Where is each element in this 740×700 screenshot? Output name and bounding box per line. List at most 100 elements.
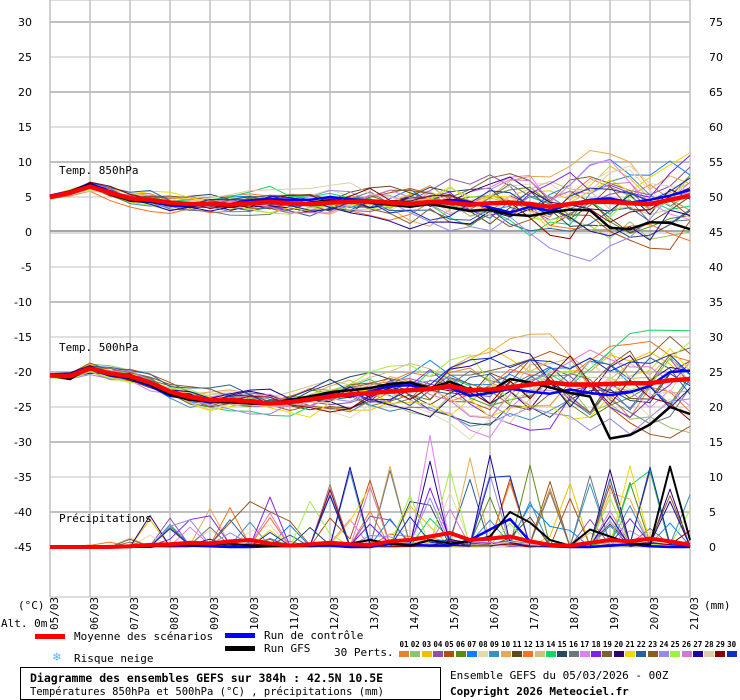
left-unit-label: (°C): [18, 599, 45, 612]
left-tick-label: -35: [14, 471, 32, 484]
pert-legend-swatch: [557, 651, 568, 657]
pert-legend-swatch: [568, 651, 579, 657]
pert-legend-number: 17: [580, 640, 590, 649]
t850-annotation: Temp. 850hPa: [59, 164, 139, 177]
pert-legend-swatch: [726, 651, 737, 657]
x-tick-label: 06/03: [88, 597, 101, 630]
pert-19-t850-line: [49, 173, 691, 211]
x-tick-label: 11/03: [288, 597, 301, 630]
left-tick-label: -45: [14, 541, 32, 554]
right-tick-label: 40: [709, 261, 723, 274]
pert-legend-number: 29: [715, 640, 725, 649]
pert-legend-swatch: [489, 651, 500, 657]
right-tick-label: 70: [709, 51, 723, 64]
pert-19-t500-line: [49, 335, 691, 414]
legend-perts-label: 30 Perts.: [334, 646, 394, 659]
left-tick-label: 10: [18, 156, 32, 169]
x-tick-label: 07/03: [128, 597, 141, 630]
pert-legend-number: 28: [704, 640, 714, 649]
left-tick-label: 30: [18, 16, 32, 29]
pert-legend-swatch: [500, 651, 511, 657]
pert-legend-number: 20: [614, 640, 624, 649]
pert-legend-swatch: [704, 651, 715, 657]
x-tick-label: 13/03: [368, 597, 381, 630]
pert-legend-swatch: [399, 651, 409, 657]
pert-legend-swatch: [466, 651, 477, 657]
pert-legend-number: 22: [636, 640, 646, 649]
pert-legend-swatch: [692, 651, 703, 657]
right-tick-label: 65: [709, 86, 723, 99]
x-tick-label: 16/03: [488, 597, 501, 630]
pert-legend-number: 07: [467, 640, 477, 649]
pert-legend-swatch: [591, 651, 602, 657]
legend-snow-label: Risque neige: [74, 652, 154, 665]
pert-legend-swatch: [602, 651, 613, 657]
x-tick-label: 21/03: [688, 597, 701, 630]
pert-12-t850-line: [49, 190, 691, 242]
legend-control-label: Run de contrôle: [264, 629, 364, 642]
x-tick-label: 05/03: [48, 597, 61, 630]
right-tick-label: 10: [709, 471, 723, 484]
pert-legend-number: 16: [568, 640, 579, 649]
pert-legend-number: 14: [546, 640, 556, 649]
right-tick-label: 35: [709, 296, 723, 309]
pert-legend-number: 27: [693, 640, 703, 649]
pert-legend-number: 02: [410, 640, 420, 649]
pert-legend-swatch: [455, 651, 466, 657]
legend-mean-swatch: [35, 634, 65, 639]
mean-t850-line: [49, 184, 691, 210]
pert-legend-number: 23: [648, 640, 658, 649]
x-tick-label: 12/03: [328, 597, 341, 630]
pert-legend-swatch: [523, 651, 534, 657]
pert-legend-number: 24: [659, 640, 669, 649]
title-box: Diagramme des ensembles GEFS sur 384h : …: [20, 667, 441, 700]
x-tick-label: 08/03: [168, 597, 181, 630]
left-tick-label: 0: [25, 226, 32, 239]
right-tick-label: 25: [709, 366, 723, 379]
left-tick-label: -25: [14, 401, 32, 414]
pert-27-t850-line: [49, 182, 691, 241]
x-tick-label: 17/03: [528, 597, 541, 630]
pert-legend-swatch: [647, 651, 658, 657]
pert-legend-swatch: [410, 651, 421, 657]
right-tick-label: 30: [709, 331, 723, 344]
pert-legend-swatch: [432, 651, 443, 657]
left-tick-label: 15: [18, 121, 32, 134]
pert-legend-number: 30: [727, 640, 737, 649]
pert-legend-swatch: [444, 651, 455, 657]
pert-legend-swatch: [658, 651, 669, 657]
pert-legend-swatch: [534, 651, 545, 657]
right-tick-label: 0: [709, 541, 716, 554]
right-tick-label: 45: [709, 226, 723, 239]
right-tick-label: 60: [709, 121, 723, 134]
pert-legend-swatch: [636, 651, 647, 657]
x-tick-label: 10/03: [248, 597, 261, 630]
pert-22-t500-line: [49, 357, 691, 407]
pert-legend-number: 06: [455, 640, 466, 649]
right-tick-label: 55: [709, 156, 723, 169]
left-tick-label: -40: [14, 506, 32, 519]
pert-legend-swatch: [545, 651, 556, 657]
chart-subtitle: Températures 850hPa et 500hPa (°C) , pré…: [30, 686, 385, 698]
pert-legend-number: 04: [433, 640, 443, 649]
altitude-label: Alt. 0m: [1, 617, 48, 630]
pert-legend-number: 12: [523, 640, 533, 649]
t500-annotation: Temp. 500hPa: [59, 341, 139, 354]
x-tick-label: 14/03: [408, 597, 421, 630]
snowflake-icon: ❄: [53, 650, 61, 665]
right-tick-label: 15: [709, 436, 723, 449]
pert-legend-number: 13: [535, 640, 545, 649]
right-tick-label: 5: [709, 506, 716, 519]
x-tick-label: 20/03: [648, 597, 661, 630]
right-tick-label: 20: [709, 401, 723, 414]
pert-legend-number: 09: [489, 640, 499, 649]
x-tick-label: 19/03: [608, 597, 621, 630]
x-tick-label: 18/03: [568, 597, 581, 630]
pert-legend-number: 18: [591, 640, 601, 649]
mean-precip-line: [50, 531, 691, 549]
legend-mean-label: Moyenne des scénarios: [74, 630, 214, 643]
pert-legend-swatch: [512, 651, 522, 657]
pert-legend-number: 25: [670, 640, 680, 649]
